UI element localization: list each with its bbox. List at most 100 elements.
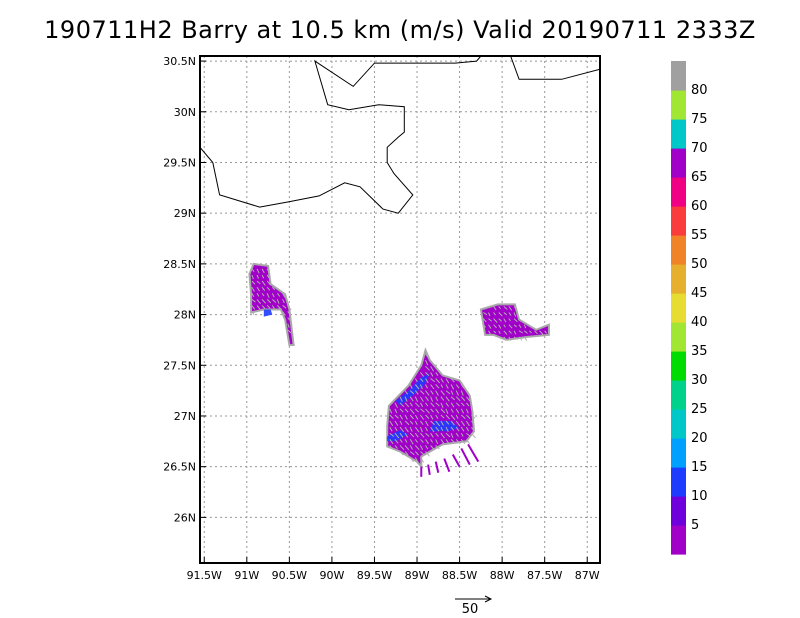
wind-vector xyxy=(523,336,528,341)
colorbar-label: 5 xyxy=(691,518,699,533)
colorbar-label: 55 xyxy=(691,228,708,243)
tick-label-lat: 28.5N xyxy=(163,258,196,271)
wind-vector xyxy=(256,280,261,285)
wind-vector xyxy=(450,402,455,408)
wind-vector xyxy=(292,341,296,346)
wind-vector xyxy=(440,420,444,426)
wind-vector xyxy=(399,408,404,413)
colorbar-swatch xyxy=(671,525,686,555)
wind-vector xyxy=(394,408,398,414)
tick-label-lon: 87.5W xyxy=(527,569,562,582)
wind-vector xyxy=(440,432,445,439)
wind-vector xyxy=(508,312,512,316)
colorbar-swatch xyxy=(671,409,686,439)
wind-region-east-echo xyxy=(479,303,550,341)
colorbar-label: 40 xyxy=(691,315,708,330)
wind-vector xyxy=(409,457,414,463)
wind-vector xyxy=(466,414,471,419)
tick-label-lon: 89.5W xyxy=(357,569,392,582)
colorbar-swatch xyxy=(671,119,686,149)
wind-vector xyxy=(503,336,507,341)
wind-vector xyxy=(430,414,434,420)
wind-vector xyxy=(277,305,282,310)
wind-vector xyxy=(471,420,475,426)
wind-vector xyxy=(389,426,393,432)
wind-vector xyxy=(409,396,414,402)
wind-vector xyxy=(493,318,498,323)
colorbar-label: 15 xyxy=(691,460,708,475)
tick-label-lat: 26.5N xyxy=(163,461,196,474)
wind-vector xyxy=(261,280,266,286)
wind-vector xyxy=(409,402,413,407)
wind-vector xyxy=(445,426,449,432)
wind-vector xyxy=(394,426,398,432)
wind-vector xyxy=(498,312,503,317)
wind-vector xyxy=(466,432,471,437)
wind-vector xyxy=(404,426,409,433)
wind-vector xyxy=(529,330,532,334)
wind-vector xyxy=(394,432,400,439)
wind-vector xyxy=(460,402,465,407)
wind-vector xyxy=(493,324,497,329)
wind-vector xyxy=(488,324,492,329)
wind-vector xyxy=(420,372,425,377)
tick-label-lat: 26N xyxy=(174,511,196,524)
wind-vector xyxy=(282,299,285,304)
wind-vector xyxy=(409,414,414,420)
wind-vector xyxy=(404,414,408,420)
wind-vector xyxy=(425,372,430,376)
wind-vector xyxy=(455,390,459,396)
wind-vector xyxy=(440,378,444,383)
wind-vector xyxy=(503,312,508,316)
plot-frame xyxy=(199,55,601,564)
wind-vector xyxy=(450,438,456,444)
tick-label-lon: 88.5W xyxy=(442,569,477,582)
wind-vector xyxy=(420,408,425,413)
wind-vector xyxy=(414,378,418,382)
wind-vector xyxy=(251,280,256,285)
wind-vector xyxy=(266,293,270,298)
tick-label-lat: 27N xyxy=(174,410,196,423)
wind-vector xyxy=(430,439,434,443)
colorbar-swatch xyxy=(671,351,686,381)
wind-vector xyxy=(493,330,497,334)
colorbar-label: 70 xyxy=(691,141,708,156)
wind-vector xyxy=(455,426,460,432)
wind-vector xyxy=(404,390,409,395)
wind-vector xyxy=(425,426,428,432)
wind-vector xyxy=(414,451,419,456)
wind-vector xyxy=(450,433,454,438)
wind-vector xyxy=(430,420,435,426)
wind-vector xyxy=(394,438,399,444)
wind-vector xyxy=(425,408,430,414)
wind-vector xyxy=(440,384,444,389)
wind-vector xyxy=(445,420,450,425)
wind-vector xyxy=(266,280,271,286)
wind-vector xyxy=(435,390,439,396)
wind-streak xyxy=(467,443,480,463)
colorbar-swatch xyxy=(671,235,686,265)
wind-vector xyxy=(518,336,523,341)
wind-vector xyxy=(503,306,508,310)
wind-vector xyxy=(251,305,256,310)
wind-vector xyxy=(483,324,486,328)
wind-vector xyxy=(414,396,419,402)
wind-vector xyxy=(282,293,286,298)
wind-vector xyxy=(435,445,440,450)
wind-streak xyxy=(460,447,471,466)
wind-vector xyxy=(414,432,419,438)
wind-vector xyxy=(450,420,455,426)
wind-vector xyxy=(445,378,450,384)
wind-vector xyxy=(261,286,266,291)
wind-vector xyxy=(450,414,456,421)
wind-vector xyxy=(414,426,420,433)
wind-vector xyxy=(430,384,435,390)
wind-vector xyxy=(287,317,291,321)
wind-vector xyxy=(425,378,429,384)
wind-streak xyxy=(443,458,451,473)
wind-vector xyxy=(460,390,464,396)
wind-vector xyxy=(460,408,465,414)
wind-vector xyxy=(430,390,434,395)
wind-vector xyxy=(287,311,291,316)
wind-vector xyxy=(465,426,470,432)
